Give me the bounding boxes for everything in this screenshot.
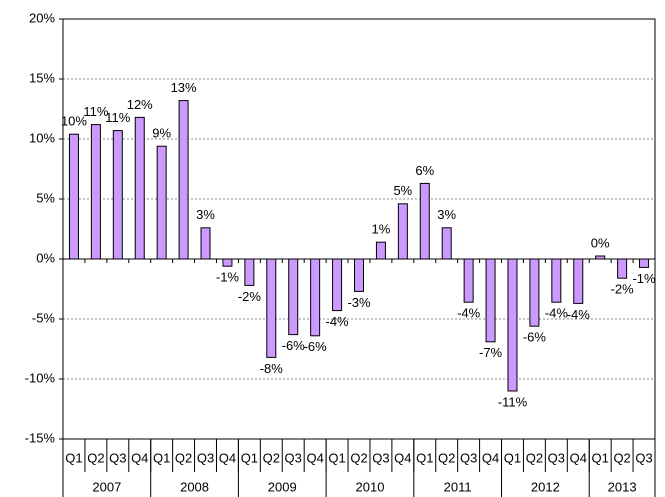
x-tick-label: Q3 (197, 450, 214, 465)
y-tick-label: 10% (29, 130, 55, 145)
bar (68, 133, 79, 260)
bar (354, 258, 364, 292)
value-label: -4% (545, 306, 569, 321)
x-tick-label: Q1 (592, 450, 609, 465)
value-label: 13% (171, 80, 197, 95)
x-tick-label: Q2 (438, 450, 455, 465)
value-label: -1% (216, 270, 240, 285)
bar (551, 258, 562, 303)
bar (617, 258, 628, 279)
x-tick-label: Q1 (504, 450, 521, 465)
bar (112, 130, 123, 260)
value-label: -6% (523, 330, 547, 345)
y-tick-label: -15% (25, 430, 56, 445)
y-tick-label: 0% (36, 250, 55, 265)
value-label: -2% (611, 282, 635, 297)
x-tick-label: Q1 (416, 450, 433, 465)
value-label: -11% (498, 394, 528, 409)
group-label: 2009 (268, 479, 297, 494)
value-label: 5% (393, 183, 412, 198)
x-tick-label: Q3 (372, 450, 389, 465)
value-label: -6% (304, 339, 328, 354)
bar (507, 258, 518, 392)
value-label: 9% (152, 126, 171, 141)
x-tick-label: Q2 (263, 450, 280, 465)
x-tick-label: Q2 (350, 450, 367, 465)
x-tick-label: Q3 (460, 450, 477, 465)
value-label: 11% (105, 110, 130, 125)
x-tick-label: Q2 (526, 450, 543, 465)
value-label: 10% (61, 114, 87, 129)
bar (529, 258, 540, 327)
value-label: 6% (415, 163, 434, 178)
x-tick-label: Q3 (548, 450, 565, 465)
x-tick-label: Q2 (613, 450, 630, 465)
value-label: -2% (238, 289, 262, 304)
y-tick-label: 5% (36, 190, 55, 205)
bar (595, 255, 606, 260)
group-label: 2007 (92, 479, 121, 494)
bar (419, 182, 430, 260)
value-label: -1% (632, 271, 656, 286)
value-label: 0% (591, 235, 610, 250)
y-tick-label: 20% (29, 10, 55, 25)
x-tick-label: Q4 (306, 450, 323, 465)
bar (310, 258, 321, 337)
bar (485, 258, 496, 343)
value-label: -7% (479, 345, 503, 360)
x-tick-label: Q4 (482, 450, 499, 465)
value-label: -8% (260, 361, 284, 376)
y-tick-label: -5% (32, 310, 56, 325)
y-tick-label: -10% (25, 370, 56, 385)
value-label: 12% (127, 97, 153, 112)
x-tick-label: Q1 (328, 450, 345, 465)
bar (441, 227, 452, 260)
x-tick-label: Q4 (131, 450, 148, 465)
bar (332, 258, 343, 312)
x-tick-label: Q3 (635, 450, 652, 465)
bar (397, 203, 408, 260)
group-label: 2011 (444, 479, 472, 494)
bar (222, 258, 233, 267)
bar (90, 124, 101, 260)
bar (200, 227, 211, 260)
x-tick-label: Q1 (153, 450, 170, 465)
bar (266, 258, 277, 358)
value-label: -6% (282, 338, 306, 353)
group-label: 2013 (608, 479, 637, 494)
x-tick-label: Q3 (109, 450, 126, 465)
plot-border (62, 18, 656, 440)
x-tick-label: Q4 (394, 450, 411, 465)
group-label: 2010 (356, 479, 385, 494)
value-label: -4% (326, 314, 350, 329)
bar (375, 241, 386, 260)
value-label: 1% (372, 222, 391, 237)
bar (288, 258, 299, 336)
x-tick-label: Q1 (241, 450, 258, 465)
x-tick-label: Q4 (219, 450, 236, 465)
group-label: 2012 (531, 479, 560, 494)
y-tick-label: 15% (29, 70, 55, 85)
value-label: 3% (437, 207, 456, 222)
bar (573, 258, 584, 304)
value-label: -4% (567, 307, 591, 322)
x-tick-label: Q1 (65, 450, 82, 465)
value-label: 11% (83, 104, 108, 119)
bar (156, 145, 167, 260)
x-tick-label: Q2 (175, 450, 192, 465)
x-tick-label: Q4 (570, 450, 587, 465)
value-label: -4% (457, 306, 481, 321)
x-tick-label: Q3 (285, 450, 302, 465)
value-label: -3% (347, 295, 371, 310)
group-label: 2008 (180, 479, 209, 494)
bar (639, 258, 650, 268)
x-tick-label: Q2 (87, 450, 104, 465)
bar (244, 258, 255, 286)
bar (134, 116, 145, 260)
bar (178, 100, 189, 260)
bar (463, 258, 474, 303)
value-label: 3% (196, 207, 215, 222)
